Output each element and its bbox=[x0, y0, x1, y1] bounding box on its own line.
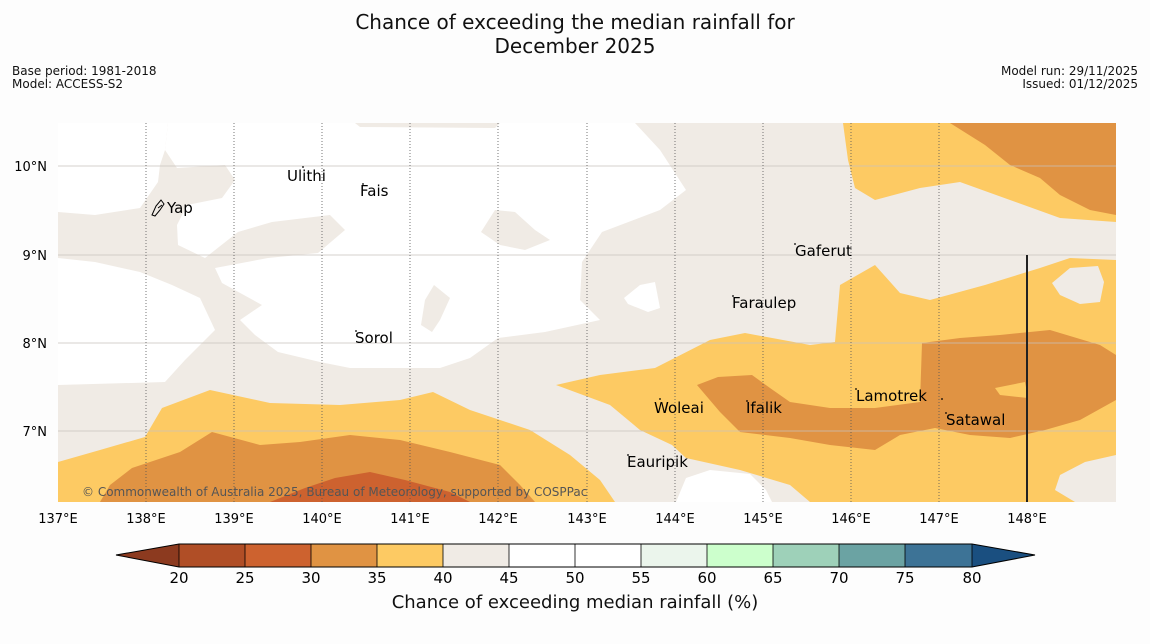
region-45-55-bottom bbox=[676, 470, 772, 502]
region-45-55-topleft bbox=[58, 123, 168, 215]
lat-label-8: 8°N bbox=[23, 337, 48, 352]
region-30-35-ne bbox=[950, 123, 1116, 215]
place-satawal: Satawal bbox=[946, 411, 1005, 429]
lon-label-139: 139°E bbox=[214, 512, 254, 527]
satawal-marker bbox=[945, 412, 947, 414]
place-ifalik: Ifalik bbox=[746, 399, 782, 417]
lon-label-145: 145°E bbox=[743, 512, 783, 527]
colorbar-tick-45: 45 bbox=[499, 569, 518, 587]
colorbar-bin-25-30 bbox=[245, 544, 311, 567]
woleai-marker bbox=[659, 398, 661, 400]
colorbar-tick-65: 65 bbox=[763, 569, 782, 587]
ifalik-marker bbox=[746, 400, 748, 402]
lon-label-138: 138°E bbox=[126, 512, 166, 527]
map-title-line1: Chance of exceeding the median rainfall … bbox=[355, 10, 795, 34]
region-25-30-south bbox=[270, 472, 470, 502]
colorbar-bin-70-75 bbox=[839, 544, 905, 567]
colorbar-tick-40: 40 bbox=[433, 569, 452, 587]
place-eauripik: Eauripik bbox=[627, 453, 688, 471]
lat-label-7: 7°N bbox=[23, 425, 48, 440]
map-title-line2: December 2025 bbox=[494, 34, 656, 58]
ulithi-marker bbox=[302, 166, 304, 168]
colorbar-bin-50-55 bbox=[575, 544, 641, 567]
colorbar-bin-40-45 bbox=[443, 544, 509, 567]
region-30-35-southwest bbox=[100, 432, 535, 502]
region-45-55-small1 bbox=[560, 138, 600, 160]
region-45-55-sw bbox=[58, 258, 215, 385]
colorbar-tick-35: 35 bbox=[367, 569, 386, 587]
faraulep-marker bbox=[732, 295, 734, 297]
lon-label-140: 140°E bbox=[302, 512, 342, 527]
place-yap: Yap bbox=[166, 199, 193, 217]
colorbar-title: Chance of exceeding median rainfall (%) bbox=[391, 592, 759, 613]
gaferut-marker bbox=[794, 243, 796, 245]
colorbar-under-arrow bbox=[116, 544, 179, 567]
colorbar-tick-20: 20 bbox=[169, 569, 188, 587]
colorbar-over-arrow bbox=[972, 544, 1035, 567]
region-35-40-east bbox=[556, 258, 1116, 502]
lon-label-141: 141°E bbox=[390, 512, 430, 527]
graticule bbox=[58, 123, 1116, 502]
lon-label-143: 143°E bbox=[567, 512, 607, 527]
colorbar-bin-60-65 bbox=[707, 544, 773, 567]
lon-label-146: 146°E bbox=[831, 512, 871, 527]
map-area: Yap Ulithi Fais Sorol Gaferut Faraulep W… bbox=[58, 123, 1116, 502]
colorbar-dividers bbox=[178, 544, 973, 567]
region-40-45-inner bbox=[1052, 266, 1104, 304]
lon-label-137: 137°E bbox=[38, 512, 78, 527]
colorbar-bin-65-70 bbox=[773, 544, 839, 567]
place-lamotrek: Lamotrek bbox=[856, 387, 927, 405]
base-period: Base period: 1981-2018 bbox=[12, 64, 157, 78]
colorbar-bin-75-80 bbox=[905, 544, 972, 567]
region-45-55-west bbox=[58, 123, 686, 368]
lamotrek-marker bbox=[855, 388, 857, 390]
place-sorol: Sorol bbox=[355, 329, 393, 347]
place-faraulep: Faraulep bbox=[732, 294, 796, 312]
colorbar-bin-55-60 bbox=[641, 544, 707, 567]
place-gaferut: Gaferut bbox=[795, 242, 852, 260]
colorbar-tick-55: 55 bbox=[631, 569, 650, 587]
colorbar: 20 25 30 35 40 45 50 55 60 65 70 75 80 bbox=[115, 543, 1036, 587]
yap-island-shape bbox=[151, 199, 165, 217]
lat-label-9: 9°N bbox=[23, 249, 48, 264]
colorbar-tick-80: 80 bbox=[962, 569, 981, 587]
eauripik-marker bbox=[627, 454, 629, 456]
lat-label-10: 10°N bbox=[14, 160, 47, 175]
atoll-markers bbox=[302, 166, 947, 456]
region-35-40-inner bbox=[995, 382, 1028, 398]
colorbar-tick-25: 25 bbox=[235, 569, 254, 587]
lon-label-147: 147°E bbox=[919, 512, 959, 527]
sorol-marker bbox=[355, 330, 357, 332]
colorbar-bin-30-35 bbox=[311, 544, 377, 567]
colorbar-tick-50: 50 bbox=[565, 569, 584, 587]
colorbar-tick-60: 60 bbox=[697, 569, 716, 587]
colorbar-tick-75: 75 bbox=[895, 569, 914, 587]
place-woleai: Woleai bbox=[654, 399, 704, 417]
model-name: Model: ACCESS-S2 bbox=[12, 77, 124, 91]
region-40-45-island3 bbox=[355, 123, 500, 128]
region-45-55-small2 bbox=[624, 282, 660, 312]
colorbar-tick-30: 30 bbox=[301, 569, 320, 587]
region-40-45-island2 bbox=[421, 285, 450, 332]
copyright-notice: © Commonwealth of Australia 2025, Bureau… bbox=[82, 485, 587, 499]
colorbar-tick-70: 70 bbox=[829, 569, 848, 587]
lon-label-142: 142°E bbox=[478, 512, 518, 527]
colorbar-bin-20-25 bbox=[179, 544, 245, 567]
colorbar-bin-35-40 bbox=[377, 544, 443, 567]
model-run: Model run: 29/11/2025 bbox=[1000, 64, 1138, 78]
place-ulithi: Ulithi bbox=[287, 167, 326, 185]
colorbar-bin-45-50 bbox=[509, 544, 575, 567]
place-fais: Fais bbox=[360, 182, 389, 200]
extra-atoll-marker bbox=[941, 398, 943, 400]
lon-label-144: 144°E bbox=[655, 512, 695, 527]
fais-marker bbox=[362, 183, 364, 185]
lon-label-148: 148°E bbox=[1007, 512, 1047, 527]
region-30-35-east bbox=[697, 330, 1116, 450]
issued-date: Issued: 01/12/2025 bbox=[1022, 77, 1138, 91]
